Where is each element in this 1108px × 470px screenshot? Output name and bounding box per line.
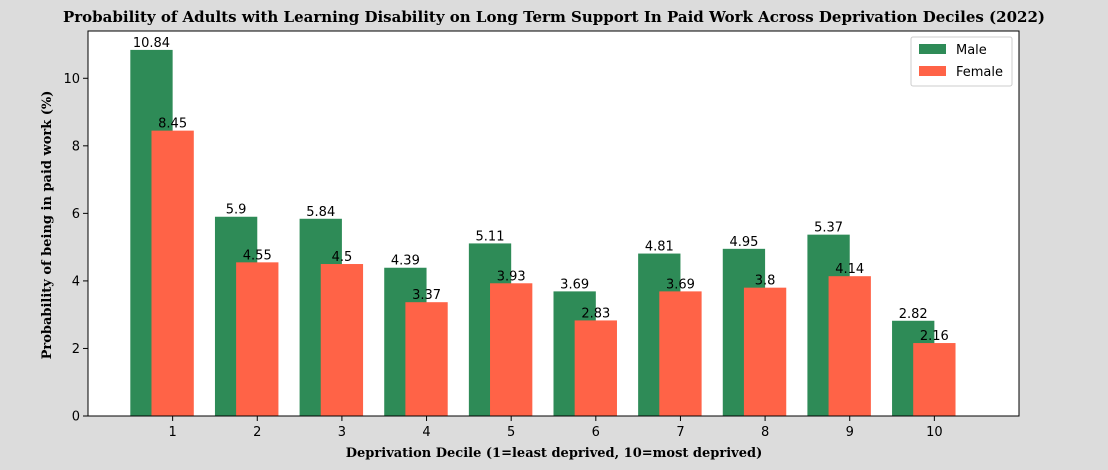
x-tick-label-5: 5 [507,425,515,440]
bar-label-female-6: 2.83 [581,306,610,321]
bar-label-male-3: 5.84 [306,205,335,220]
bar-label-male-8: 4.95 [729,235,758,250]
legend: Male Female [910,36,1013,87]
y-tick-label-0: 0 [72,410,80,425]
chart-title: Probability of Adults with Learning Disa… [63,8,1045,26]
x-tick-label-6: 6 [592,425,600,440]
x-tick-label-1: 1 [168,425,176,440]
bar-label-male-6: 3.69 [560,277,589,292]
y-axis-label: Probability of being in paid work (%) [40,91,55,360]
bar-label-female-9: 4.14 [835,262,864,277]
bar-label-male-5: 5.11 [476,229,505,244]
bar-female-8 [743,287,787,416]
y-tick-label-8: 8 [72,139,80,154]
bar-female-3 [320,264,364,416]
x-tick-label-8: 8 [761,425,769,440]
bar-label-female-10: 2.16 [920,329,949,344]
bar-female-10 [913,343,956,416]
y-tick-label-10: 10 [63,72,80,87]
x-tick-label-4: 4 [422,425,430,440]
bar-label-female-1: 8.45 [158,117,187,132]
x-tick-label-9: 9 [846,425,854,440]
bar-label-male-4: 4.39 [391,254,420,269]
bar-female-6 [574,320,617,416]
legend-swatch-female [919,66,946,76]
bar-female-1 [151,130,194,416]
x-tick-label-7: 7 [676,425,684,440]
bar-label-male-1: 10.84 [133,36,170,51]
bar-label-female-2: 4.55 [243,248,272,263]
bar-label-female-7: 3.69 [666,277,695,292]
x-tick-label-10: 10 [926,425,943,440]
bar-female-7 [659,291,702,416]
legend-label-female: Female [956,65,1003,80]
bar-label-female-3: 4.5 [332,250,353,265]
legend-swatch-male [919,44,946,54]
bar-label-male-2: 5.9 [226,203,247,218]
bar-label-male-9: 5.37 [814,221,843,236]
bar-labels: 10.84 5.9 5.84 4.39 5.11 3.69 4.81 4.95 5.37 2.82… [133,36,949,344]
bars [130,49,956,416]
bar-label-female-8: 3.8 [755,274,776,289]
x-axis-label: Deprivation Decile (1=least deprived, 10… [346,446,762,461]
x-axis-ticks: 1 2 3 4 5 6 7 8 9 10 [168,416,943,440]
y-tick-label-2: 2 [72,342,80,357]
bar-female-5 [490,283,533,416]
y-tick-label-4: 4 [72,274,80,289]
x-tick-label-2: 2 [253,425,261,440]
bar-label-female-4: 3.37 [412,288,441,303]
legend-label-male: Male [956,43,987,58]
bar-female-4 [405,302,448,416]
y-tick-label-6: 6 [72,207,80,222]
bar-female-2 [236,262,279,416]
bar-label-male-10: 2.82 [899,307,928,322]
x-tick-label-3: 3 [338,425,346,440]
y-axis-ticks: 0 2 4 6 8 10 [63,72,88,425]
bar-label-female-5: 3.93 [497,269,526,284]
plot-frame [87,30,1020,417]
bar-female-9 [828,276,871,416]
bar-label-male-7: 4.81 [645,240,674,255]
